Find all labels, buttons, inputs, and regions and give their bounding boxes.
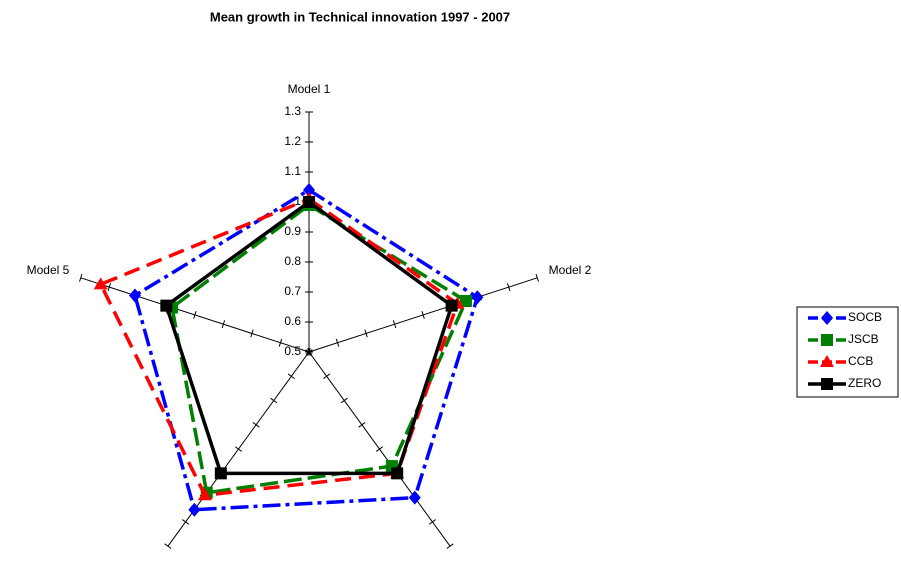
- series-line: [164, 199, 454, 476]
- marker: [93, 277, 108, 290]
- tick-mark: [364, 329, 368, 338]
- marker: [821, 311, 833, 325]
- tick-mark: [287, 373, 295, 380]
- legend-label: JSCB: [848, 332, 879, 346]
- tick-mark: [193, 310, 197, 319]
- series-line: [98, 197, 460, 498]
- tick-mark: [340, 397, 348, 404]
- tick-mark: [376, 446, 384, 452]
- tick-mark: [250, 329, 254, 338]
- marker: [214, 467, 227, 480]
- legend-label: ZERO: [848, 376, 881, 390]
- tick-mark: [234, 446, 242, 452]
- marker: [391, 467, 404, 480]
- y-tick-label: 1.2: [284, 134, 301, 148]
- axis-label: Model 2: [549, 263, 592, 277]
- y-tick-label: 0.8: [284, 254, 301, 268]
- legend-label: SOCB: [848, 310, 882, 324]
- tick-mark: [107, 283, 111, 292]
- tick-mark: [323, 373, 331, 380]
- y-tick-label: 1.3: [284, 104, 301, 118]
- marker: [821, 334, 833, 346]
- tick-mark: [252, 422, 260, 428]
- tick-mark: [270, 397, 278, 404]
- tick-mark: [278, 338, 283, 347]
- marker: [303, 183, 315, 197]
- marker: [188, 502, 201, 517]
- series-line: [170, 202, 469, 495]
- legend-box: [796, 306, 899, 398]
- tick-mark: [421, 310, 425, 319]
- marker: [821, 378, 833, 390]
- tick-mark: [428, 519, 436, 525]
- chart-title: Mean growth in Technical innovation 1997…: [210, 9, 510, 24]
- marker: [160, 299, 173, 312]
- axis-label: Model 5: [27, 263, 70, 277]
- tick-mark: [79, 273, 83, 282]
- marker: [445, 299, 458, 312]
- marker: [820, 355, 834, 367]
- axis-label: Model 1: [288, 82, 331, 96]
- y-tick-label: 1.1: [284, 164, 301, 178]
- tick-mark: [535, 273, 539, 282]
- tick-mark: [221, 320, 226, 329]
- tick-mark: [335, 338, 340, 347]
- y-tick-label: 0.7: [284, 284, 301, 298]
- y-tick-label: 0.6: [284, 314, 301, 328]
- marker: [459, 295, 472, 308]
- marker: [408, 490, 421, 505]
- y-tick-label: 0.5: [284, 344, 301, 358]
- series-line: [132, 187, 480, 512]
- tick-mark: [446, 543, 454, 549]
- marker: [197, 488, 212, 501]
- tick-mark: [507, 283, 511, 292]
- tick-mark: [182, 519, 190, 525]
- y-tick-label: 0.9: [284, 224, 301, 238]
- y-tick-label: 1: [294, 194, 301, 208]
- marker: [128, 288, 141, 303]
- tick-mark: [307, 348, 311, 356]
- tick-mark: [358, 422, 366, 428]
- tick-mark: [392, 320, 397, 329]
- marker: [471, 290, 484, 305]
- tick-mark: [164, 543, 172, 549]
- legend-label: CCB: [848, 354, 873, 368]
- marker: [303, 196, 315, 208]
